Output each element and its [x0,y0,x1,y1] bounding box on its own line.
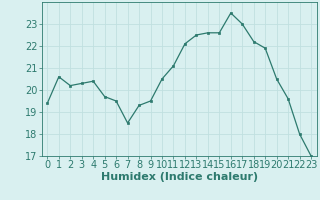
X-axis label: Humidex (Indice chaleur): Humidex (Indice chaleur) [100,172,258,182]
